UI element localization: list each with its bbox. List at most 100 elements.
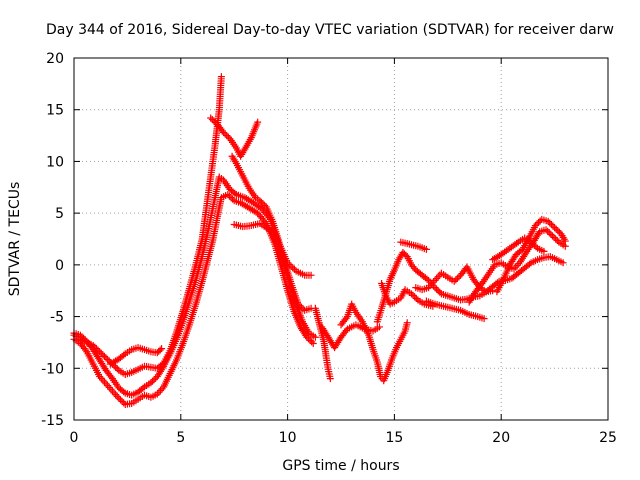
data-point <box>536 217 544 225</box>
data-point <box>530 241 538 249</box>
data-point <box>403 319 411 327</box>
x-tick-label: 15 <box>385 430 403 446</box>
y-tick-label: -10 <box>41 361 64 377</box>
series-track-2 <box>70 191 317 408</box>
data-point <box>92 345 100 353</box>
data-point <box>422 245 430 253</box>
data-point <box>428 280 436 288</box>
series-track-7 <box>230 219 315 279</box>
data-point <box>150 376 158 384</box>
data-point <box>96 348 104 356</box>
chart-title: Day 344 of 2016, Sidereal Day-to-day VTE… <box>46 22 614 38</box>
series-track-16 <box>465 226 569 306</box>
data-point <box>547 221 555 229</box>
series-track-1 <box>70 173 319 399</box>
data-point <box>158 345 166 353</box>
data-point <box>436 288 444 296</box>
data-point <box>227 194 235 202</box>
data-point <box>99 351 107 359</box>
data-point <box>224 191 232 199</box>
data-point <box>108 387 116 395</box>
y-tick-label: -15 <box>41 413 64 429</box>
data-point <box>542 226 550 234</box>
data-point <box>533 220 541 228</box>
data-point <box>223 132 231 140</box>
data-point <box>100 352 108 360</box>
data-point <box>550 233 558 241</box>
data-point <box>540 247 548 255</box>
y-tick-label: 20 <box>46 51 64 67</box>
data-point <box>287 262 295 270</box>
data-point <box>290 265 298 273</box>
data-point <box>91 343 99 351</box>
x-tick-label: 20 <box>492 430 510 446</box>
series-track-5 <box>207 114 262 160</box>
data-point <box>294 300 302 308</box>
data-point <box>107 373 115 381</box>
data-point <box>306 336 314 344</box>
y-tick-label: 0 <box>55 258 64 274</box>
data-point <box>207 114 215 122</box>
data-point <box>210 117 218 125</box>
data-point <box>256 204 264 212</box>
data-point <box>522 249 530 257</box>
series-track-10 <box>337 300 411 385</box>
data-point <box>431 284 439 292</box>
data-point <box>94 346 102 354</box>
x-tick-label: 25 <box>599 430 617 446</box>
data-point <box>120 399 128 407</box>
data-point <box>311 333 319 341</box>
data-point <box>342 314 350 322</box>
series-track-15 <box>422 297 488 323</box>
data-point <box>412 294 420 302</box>
data-point <box>548 232 556 240</box>
data-point <box>429 278 437 286</box>
series-track-14 <box>412 263 497 296</box>
y-tick-label: 10 <box>46 154 64 170</box>
data-point <box>97 349 105 357</box>
data-point <box>303 333 311 341</box>
data-point <box>257 198 265 206</box>
data-point <box>221 130 229 138</box>
data-point <box>113 365 121 373</box>
data-point <box>546 219 554 227</box>
data-point <box>410 264 418 272</box>
x-tick-label: 5 <box>176 430 185 446</box>
data-point <box>120 351 128 359</box>
data-point <box>326 375 334 383</box>
data-point <box>513 239 521 247</box>
data-point <box>107 385 115 393</box>
data-point <box>225 192 233 200</box>
data-point <box>231 189 239 197</box>
data-point <box>433 285 441 293</box>
data-point <box>289 264 297 272</box>
y-tick-label: 5 <box>55 206 64 222</box>
data-point <box>559 259 567 267</box>
series-track-13 <box>397 238 430 253</box>
data-point <box>120 388 128 396</box>
data-point <box>115 394 123 402</box>
series-track-17 <box>493 215 569 296</box>
data-point <box>544 217 552 225</box>
data-point <box>308 338 316 346</box>
data-points <box>70 73 569 408</box>
data-point <box>110 389 118 397</box>
data-point <box>552 225 560 233</box>
data-point <box>254 118 262 126</box>
data-point <box>554 227 562 235</box>
y-tick-label: 15 <box>46 103 64 119</box>
data-point <box>431 276 439 284</box>
x-axis-label: GPS time / hours <box>282 458 399 474</box>
data-point <box>375 323 383 331</box>
data-point <box>489 287 497 295</box>
data-point <box>411 293 419 301</box>
data-point <box>296 302 304 310</box>
data-point <box>561 237 569 245</box>
data-point <box>299 305 307 313</box>
data-point <box>261 201 269 209</box>
data-point <box>423 275 431 283</box>
data-point <box>229 195 237 203</box>
data-point <box>82 346 90 354</box>
data-point <box>552 235 560 243</box>
